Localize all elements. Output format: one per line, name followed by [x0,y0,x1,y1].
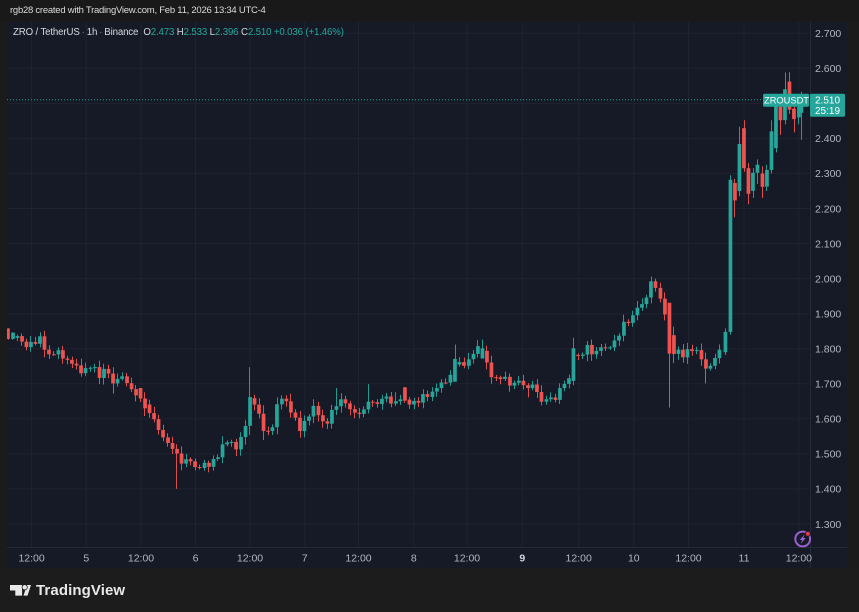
svg-text:12:00: 12:00 [786,553,812,565]
svg-text:1.900: 1.900 [815,309,841,321]
svg-text:12:00: 12:00 [454,553,480,565]
svg-text:5: 5 [83,553,89,565]
svg-text:12:00: 12:00 [345,553,371,565]
svg-text:2.300: 2.300 [815,168,841,180]
svg-text:2.700: 2.700 [815,28,841,40]
svg-text:2.000: 2.000 [815,273,841,285]
svg-text:2.600: 2.600 [815,63,841,75]
svg-text:ZROUSDT: ZROUSDT [764,96,809,106]
svg-text:11: 11 [739,553,750,565]
svg-text:1.500: 1.500 [815,449,841,461]
svg-text:1.400: 1.400 [815,484,841,496]
svg-text:12:00: 12:00 [675,553,701,565]
svg-text:2.200: 2.200 [815,203,841,215]
svg-text:2.510: 2.510 [815,96,840,107]
svg-text:1.800: 1.800 [815,344,841,356]
svg-text:1.600: 1.600 [815,414,841,426]
svg-text:12:00: 12:00 [128,553,154,565]
svg-text:2.100: 2.100 [815,238,841,250]
svg-text:1.300: 1.300 [815,519,841,531]
svg-text:12:00: 12:00 [237,553,263,565]
svg-text:6: 6 [193,553,199,565]
svg-text:7: 7 [302,553,308,565]
svg-text:8: 8 [411,553,417,565]
svg-text:25:19: 25:19 [815,106,840,117]
svg-text:10: 10 [628,553,640,565]
svg-text:1.700: 1.700 [815,379,841,391]
svg-text:12:00: 12:00 [18,553,44,565]
svg-text:9: 9 [519,553,525,565]
svg-text:2.400: 2.400 [815,133,841,145]
svg-text:12:00: 12:00 [566,553,592,565]
